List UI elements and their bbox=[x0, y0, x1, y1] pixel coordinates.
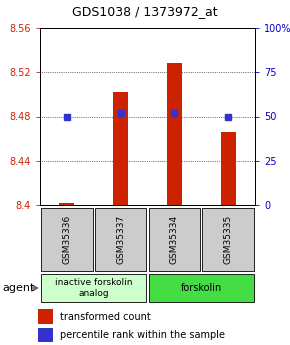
Text: GDS1038 / 1373972_at: GDS1038 / 1373972_at bbox=[72, 6, 218, 19]
Point bbox=[118, 110, 123, 116]
Bar bbox=[95, 208, 146, 271]
Point bbox=[226, 114, 231, 119]
Bar bbox=[41, 274, 146, 302]
Text: GSM35337: GSM35337 bbox=[116, 215, 125, 264]
Point bbox=[65, 114, 69, 119]
Bar bbox=[41, 208, 93, 271]
Point bbox=[172, 110, 177, 116]
Text: GSM35336: GSM35336 bbox=[62, 215, 71, 264]
Text: transformed count: transformed count bbox=[60, 312, 151, 322]
Bar bbox=[148, 274, 254, 302]
Bar bbox=[113, 92, 128, 205]
Bar bbox=[37, 328, 52, 342]
Bar bbox=[221, 132, 236, 205]
Text: agent: agent bbox=[2, 283, 35, 293]
Bar bbox=[37, 309, 52, 324]
Bar bbox=[59, 203, 75, 205]
Text: GSM35334: GSM35334 bbox=[170, 215, 179, 264]
Text: percentile rank within the sample: percentile rank within the sample bbox=[60, 330, 225, 340]
Bar bbox=[202, 208, 254, 271]
Text: inactive forskolin
analog: inactive forskolin analog bbox=[55, 278, 133, 298]
Bar bbox=[167, 63, 182, 205]
Bar bbox=[148, 208, 200, 271]
Text: forskolin: forskolin bbox=[181, 283, 222, 293]
Text: GSM35335: GSM35335 bbox=[224, 215, 233, 264]
